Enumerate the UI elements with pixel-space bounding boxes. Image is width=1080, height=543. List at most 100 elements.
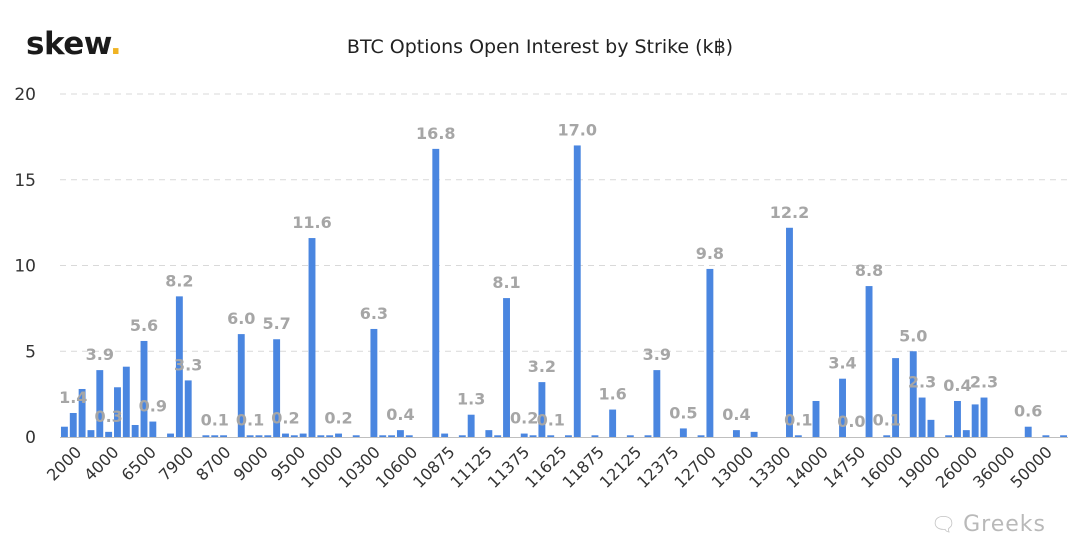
bar: [131, 424, 139, 437]
bar: [918, 397, 926, 437]
y-tick-label: 0: [25, 428, 36, 448]
data-label: 0.2: [324, 409, 352, 428]
bar: [167, 433, 174, 437]
bar: [679, 428, 687, 437]
data-label: 0.2: [271, 409, 299, 428]
y-tick-label: 15: [14, 171, 36, 191]
skew-logo: skew.: [26, 26, 122, 62]
data-label: 0.2: [510, 409, 538, 428]
bar: [591, 435, 599, 437]
bar: [264, 435, 272, 437]
bar: [273, 339, 281, 437]
data-label: 6.3: [360, 304, 388, 323]
data-label: 0.1: [873, 410, 901, 429]
data-label: 0.0: [837, 412, 865, 431]
bar: [175, 296, 183, 437]
y-axis-tick-labels: 0 5 10 15 20: [14, 85, 36, 448]
bar: [290, 435, 298, 437]
bar: [335, 433, 342, 437]
bar: [644, 435, 652, 437]
bar: [732, 430, 740, 437]
bar: [786, 227, 793, 437]
data-label: 1.3: [457, 390, 485, 409]
data-label: 0.5: [669, 403, 697, 422]
data-label: 17.0: [558, 120, 597, 139]
bar: [892, 358, 900, 437]
bar: [954, 400, 961, 437]
y-tick-label: 20: [14, 85, 36, 105]
data-label: 0.4: [386, 405, 414, 424]
bar: [220, 435, 228, 437]
chart-title: BTC Options Open Interest by Strike (k฿): [346, 36, 734, 58]
data-label: 0.1: [537, 410, 565, 429]
data-label: 3.9: [643, 345, 671, 364]
bar: [1042, 435, 1050, 437]
bar: [1024, 426, 1032, 437]
bar: [352, 435, 360, 437]
data-labels: 1.4 3.9 0.3 5.6 0.9 8.2 3.3 0.1 6.0 0.1 5.7 0.2 11.6…: [59, 120, 1042, 431]
y-tick-label: 10: [14, 257, 36, 277]
bar: [246, 435, 254, 437]
x-axis-tick-labels: 2000400065007900870090009500100001030010…: [43, 442, 1056, 491]
data-label: 8.2: [165, 271, 193, 290]
bar: [467, 414, 475, 437]
data-label: 3.3: [174, 355, 202, 374]
data-label: 2.3: [908, 373, 936, 392]
bar: [396, 430, 404, 437]
bar: [609, 409, 617, 437]
x-tick-label: 7900: [155, 442, 197, 484]
data-label: 0.4: [722, 405, 750, 424]
data-label: 3.9: [86, 345, 114, 364]
bar: [962, 430, 970, 437]
bars: [60, 145, 1068, 437]
bar: [202, 435, 210, 437]
bar: [547, 435, 555, 437]
bar: [529, 435, 537, 437]
chat-bubbles-icon: 🗨: [930, 512, 958, 536]
data-label: 0.1: [201, 410, 229, 429]
bar: [432, 148, 440, 437]
bar: [96, 370, 104, 437]
bar: [980, 397, 988, 437]
bar: [750, 431, 758, 437]
data-label: 16.8: [416, 124, 455, 143]
bar: [105, 431, 113, 437]
data-label: 2.3: [970, 373, 998, 392]
bar: [927, 419, 935, 437]
bar: [184, 380, 192, 437]
data-label: 8.1: [492, 273, 520, 292]
bar: [370, 328, 378, 437]
bar: [503, 298, 510, 437]
bar: [211, 435, 219, 437]
bar: [441, 433, 449, 437]
bar: [87, 430, 95, 437]
bar: [299, 433, 307, 437]
data-label: 12.2: [770, 203, 809, 222]
bar: [485, 430, 493, 437]
bar: [653, 370, 661, 437]
logo-dot: .: [109, 26, 122, 62]
watermark: 🗨 Greeks: [930, 512, 1046, 537]
data-label: 0.1: [236, 410, 264, 429]
bar: [706, 268, 714, 437]
data-label: 3.2: [528, 357, 556, 376]
data-label: 0.4: [943, 376, 971, 395]
bar: [140, 340, 148, 437]
bar: [405, 435, 413, 437]
data-label: 0.3: [94, 407, 122, 426]
bar: [520, 433, 528, 437]
bar: [494, 435, 502, 437]
x-tick-label: 9000: [230, 442, 272, 484]
data-label: 5.6: [130, 316, 158, 335]
bar: [317, 435, 325, 437]
bar: [255, 435, 263, 437]
bar: [69, 412, 77, 437]
bar: [945, 435, 953, 437]
bar: [114, 387, 121, 437]
data-label: 0.6: [1014, 402, 1042, 421]
data-label: 5.0: [899, 326, 927, 345]
bar: [237, 334, 245, 437]
bar: [971, 404, 979, 437]
bar: [883, 435, 891, 437]
